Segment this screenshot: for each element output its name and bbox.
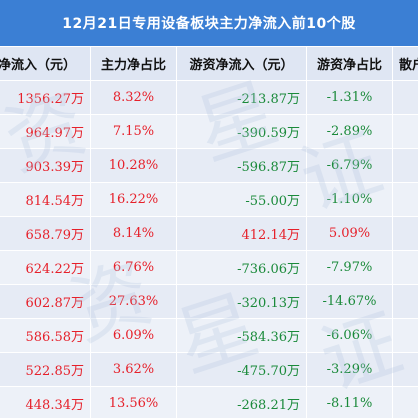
cell-main-ratio: 10.28% [90,148,177,183]
cell-main-inflow: 448.34万 [0,386,91,418]
table-row[interactable]: 586.58万 6.09% -584.36万 -6.06% [0,318,418,353]
cell-small-inflow [392,352,418,387]
cell-main-inflow: 903.39万 [0,148,91,183]
cell-main-inflow: 624.22万 [0,250,91,285]
header-main-ratio[interactable]: 主力净占比 [90,46,177,81]
cell-main-inflow: 964.97万 [0,114,91,149]
cell-small-inflow [392,182,418,217]
cell-retail-ratio: -2.89% [306,114,393,149]
cell-main-ratio: 8.14% [90,216,177,251]
header-main-inflow[interactable]: 净流入（元） [0,46,91,81]
table-row[interactable]: 602.87万 27.63% -320.13万 -14.67% [0,284,418,319]
table-row[interactable]: 522.85万 3.62% -475.70万 -3.29% [0,352,418,387]
cell-small-inflow [392,318,418,353]
table-body: 1356.27万 8.32% -213.87万 -1.31% 964.97万 7.15% -… [0,80,418,418]
cell-retail-inflow: -475.70万 [176,352,307,387]
cell-retail-inflow: -736.06万 [176,250,307,285]
table-row[interactable]: 903.39万 10.28% -596.87万 -6.79% [0,148,418,183]
cell-retail-ratio: -1.31% [306,80,393,115]
cell-retail-inflow: 412.14万 [176,216,307,251]
cell-main-ratio: 8.32% [90,80,177,115]
cell-main-inflow: 814.54万 [0,182,91,217]
cell-retail-ratio: -1.10% [306,182,393,217]
cell-retail-inflow: -596.87万 [176,148,307,183]
cell-retail-ratio: 5.09% [306,216,393,251]
cell-main-inflow: 1356.27万 [0,80,91,115]
table-row[interactable]: 1356.27万 8.32% -213.87万 -1.31% [0,80,418,115]
cell-small-inflow [392,148,418,183]
data-table-viewport[interactable]: 净流入（元） 主力净占比 游资净流入（元） 游资净占比 散户净 1356.27万… [0,46,418,418]
cell-retail-ratio: -8.11% [306,386,393,418]
header-retail-inflow[interactable]: 游资净流入（元） [176,46,307,81]
cell-retail-ratio: -6.06% [306,318,393,353]
cell-main-ratio: 6.09% [90,318,177,353]
cell-retail-ratio: -7.97% [306,250,393,285]
cell-main-inflow: 602.87万 [0,284,91,319]
cell-retail-inflow: -320.13万 [176,284,307,319]
cell-main-inflow: 586.58万 [0,318,91,353]
cell-retail-inflow: -213.87万 [176,80,307,115]
cell-small-inflow [392,250,418,285]
cell-retail-ratio: -6.79% [306,148,393,183]
header-small-inflow[interactable]: 散户净 [392,46,418,81]
table-row[interactable]: 448.34万 13.56% -268.21万 -8.11% [0,386,418,418]
cell-retail-inflow: -268.21万 [176,386,307,418]
cell-main-inflow: 522.85万 [0,352,91,387]
fund-flow-table: 净流入（元） 主力净占比 游资净流入（元） 游资净占比 散户净 1356.27万… [0,46,418,418]
cell-retail-ratio: -14.67% [306,284,393,319]
cell-main-ratio: 16.22% [90,182,177,217]
cell-main-ratio: 13.56% [90,386,177,418]
cell-small-inflow [392,284,418,319]
table-row[interactable]: 964.97万 7.15% -390.59万 -2.89% [0,114,418,149]
cell-main-inflow: 658.79万 [0,216,91,251]
cell-small-inflow [392,80,418,115]
table-row[interactable]: 624.22万 6.76% -736.06万 -7.97% [0,250,418,285]
cell-small-inflow [392,216,418,251]
cell-main-ratio: 27.63% [90,284,177,319]
table-header-row: 净流入（元） 主力净占比 游资净流入（元） 游资净占比 散户净 [0,46,418,81]
cell-main-ratio: 7.15% [90,114,177,149]
cell-retail-inflow: -390.59万 [176,114,307,149]
cell-small-inflow [392,386,418,418]
page-title: 12月21日专用设备板块主力净流入前10个股 [0,0,418,46]
cell-main-ratio: 6.76% [90,250,177,285]
cell-retail-ratio: -3.29% [306,352,393,387]
header-retail-ratio[interactable]: 游资净占比 [306,46,393,81]
cell-retail-inflow: -584.36万 [176,318,307,353]
cell-small-inflow [392,114,418,149]
table-row[interactable]: 658.79万 8.14% 412.14万 5.09% [0,216,418,251]
cell-retail-inflow: -55.00万 [176,182,307,217]
cell-main-ratio: 3.62% [90,352,177,387]
table-row[interactable]: 814.54万 16.22% -55.00万 -1.10% [0,182,418,217]
